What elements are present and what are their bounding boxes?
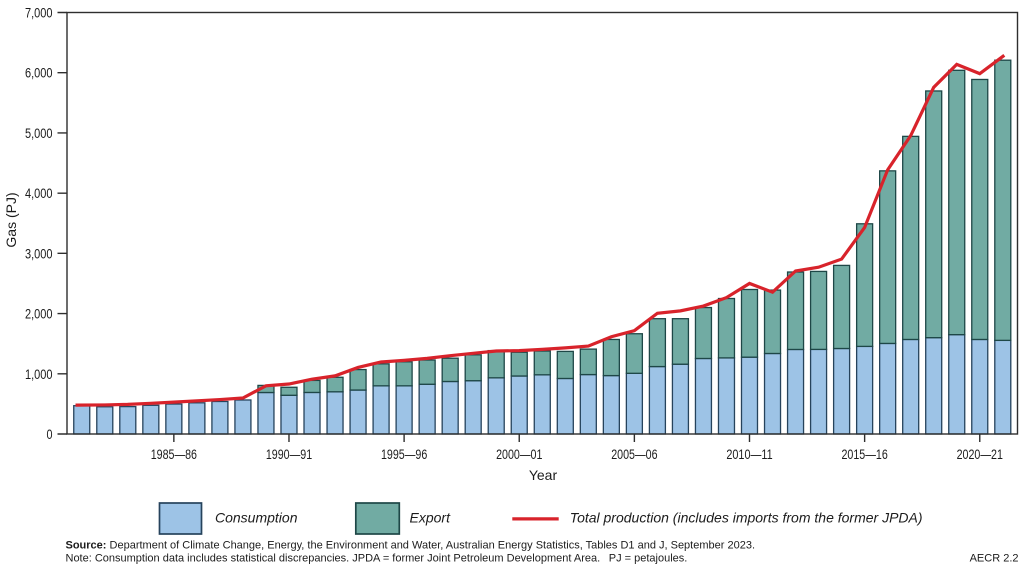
svg-text:1995—96: 1995—96 — [381, 446, 427, 462]
svg-text:3,000: 3,000 — [25, 245, 53, 261]
svg-text:Year: Year — [529, 467, 558, 483]
svg-text:Source: Department of Climate: Source: Department of Climate Change, En… — [66, 540, 756, 552]
svg-text:2010—11: 2010—11 — [726, 446, 772, 462]
svg-text:2020—21: 2020—21 — [957, 446, 1003, 462]
svg-text:AECR 2.2: AECR 2.2 — [970, 553, 1019, 565]
svg-text:2005—06: 2005—06 — [611, 446, 657, 462]
svg-text:6,000: 6,000 — [25, 65, 53, 81]
svg-text:7,000: 7,000 — [25, 5, 53, 21]
svg-text:2000—01: 2000—01 — [496, 446, 542, 462]
svg-text:5,000: 5,000 — [25, 125, 53, 141]
svg-text:Note: Consumption data include: Note: Consumption data includes statisti… — [66, 553, 688, 565]
svg-text:Consumption: Consumption — [215, 510, 298, 526]
svg-text:1985—86: 1985—86 — [151, 446, 197, 462]
svg-text:2,000: 2,000 — [25, 306, 53, 322]
svg-text:1,000: 1,000 — [25, 366, 53, 382]
svg-text:1990—91: 1990—91 — [266, 446, 312, 462]
svg-text:Export: Export — [410, 510, 452, 526]
svg-text:4,000: 4,000 — [25, 185, 53, 201]
svg-text:0: 0 — [47, 426, 53, 442]
svg-text:Total production (includes imp: Total production (includes imports from … — [570, 510, 923, 526]
svg-text:2015—16: 2015—16 — [841, 446, 887, 462]
svg-text:Gas (PJ): Gas (PJ) — [3, 192, 19, 247]
